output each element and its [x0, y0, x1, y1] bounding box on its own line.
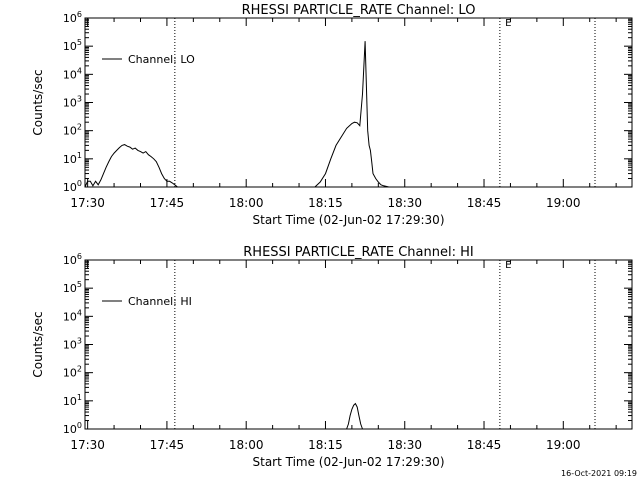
series-line: [346, 402, 363, 430]
x-tick-label: 18:45: [467, 196, 502, 210]
y-axis-label: Counts/sec: [31, 311, 45, 377]
legend-label: Channel: HI: [128, 295, 192, 308]
x-axis-label: Start Time (02-Jun-02 17:29:30): [253, 213, 445, 227]
x-tick-label: 18:30: [387, 196, 422, 210]
y-tick-label: 104: [63, 308, 82, 323]
x-tick-label: 19:00: [546, 438, 581, 452]
x-tick-label: 18:30: [387, 438, 422, 452]
x-tick-label: 17:45: [150, 196, 185, 210]
chart-panel-2: RHESSI PARTICLE_RATE Channel: HI E 17:30 17…: [31, 245, 633, 469]
chart-title: RHESSI PARTICLE_RATE Channel: HI: [243, 245, 473, 260]
x-tick-label: 18:15: [308, 438, 343, 452]
y-tick-label: 100: [63, 421, 82, 436]
x-tick-label: 17:30: [70, 196, 105, 210]
y-tick-label: 106: [63, 10, 82, 25]
y-tick-label: 102: [63, 365, 82, 380]
x-axis-label: Start Time (02-Jun-02 17:29:30): [253, 455, 445, 469]
y-tick-label: 106: [63, 252, 82, 267]
y-tick-label: 101: [63, 393, 82, 408]
x-tick-label: 18:15: [308, 196, 343, 210]
y-tick-label: 102: [63, 123, 82, 138]
y-tick-label: 101: [63, 151, 82, 166]
y-axis-label: Counts/sec: [31, 69, 45, 135]
y-tick-label: 103: [63, 95, 82, 110]
y-tick-label: 105: [63, 280, 82, 295]
y-tick-label: 104: [63, 66, 82, 81]
x-tick-label: 17:45: [150, 438, 185, 452]
legend-label: Channel: LO: [128, 53, 195, 66]
event-marker: E: [505, 260, 511, 271]
y-tick-label: 100: [63, 179, 82, 194]
x-tick-label: 19:00: [546, 196, 581, 210]
footer-date: 16-Oct-2021 09:19: [561, 469, 637, 478]
x-tick-label: 18:00: [229, 438, 264, 452]
series-line: [84, 41, 390, 188]
x-tick-label: 18:45: [467, 438, 502, 452]
plot-frame: [84, 259, 633, 430]
plot-frame: [84, 17, 633, 188]
event-marker: E: [505, 18, 511, 29]
chart-panel-1: RHESSI PARTICLE_RATE Channel: LO E 17:30 17…: [31, 3, 633, 227]
x-tick-label: 18:00: [229, 196, 264, 210]
y-tick-label: 105: [63, 38, 82, 53]
y-tick-label: 103: [63, 337, 82, 352]
chart-title: RHESSI PARTICLE_RATE Channel: LO: [242, 3, 476, 18]
x-tick-label: 17:30: [70, 438, 105, 452]
